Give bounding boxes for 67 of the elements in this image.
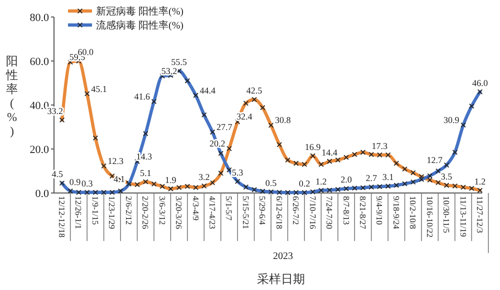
data-label: 30.8 — [275, 115, 292, 126]
data-label: 5.1 — [140, 168, 152, 178]
data-label: 0.2 — [298, 178, 310, 189]
data-label: 55.5 — [171, 56, 188, 67]
data-label: 2.7 — [366, 173, 378, 184]
x-tick-label: 11/27-12/3 — [475, 196, 486, 233]
data-label: 30.9 — [444, 115, 460, 126]
x-tick-label: 10/16-10/22 — [424, 196, 435, 238]
x-tick-label: 1/23-1/29 — [107, 196, 118, 230]
data-label: 0.5 — [265, 178, 278, 188]
data-label: 16.9 — [304, 142, 322, 152]
x-tick-label: 8/7-8/13 — [341, 196, 352, 225]
data-label: 60.0 — [78, 47, 94, 57]
x-tick-label: 10/30-11/5 — [442, 196, 452, 233]
x-tick-label: 1/9-1/15 — [90, 196, 100, 225]
data-label: 4.1 — [114, 174, 125, 184]
x-tick-label: 12/12-12/18 — [57, 196, 68, 238]
data-label: 3.2 — [198, 172, 210, 182]
y-tick-label: 0.0 — [35, 188, 50, 200]
x-tick-label: 5/1-5/7 — [224, 196, 234, 221]
x-tick-label: 4/17-4/23 — [208, 196, 218, 230]
data-label: 14.4 — [322, 147, 338, 158]
x-tick-label: 7/24-7/30 — [324, 196, 335, 230]
x-tick-label: 7/10-7/16 — [308, 196, 318, 230]
data-label: 3.5 — [440, 171, 453, 182]
x-tick-label: 9/4-9/10 — [374, 196, 385, 225]
data-label: 17.3 — [372, 140, 388, 151]
data-label: 0.3 — [81, 178, 94, 188]
data-label: 12.7 — [426, 155, 444, 166]
x-tick-label: 8/21-8/27 — [358, 196, 368, 230]
y-tick-label: 80.0 — [30, 12, 50, 24]
x-tick-label: 9/18-9/24 — [391, 196, 402, 230]
x-tick-label: 4/3-4/9 — [190, 196, 201, 221]
data-label: 41.6 — [134, 91, 150, 102]
x-tick-label: 6/12-6/18 — [274, 196, 284, 230]
x-tick-label: 3/6-3/12 — [157, 196, 168, 225]
x-tick-label: 3/20-3/26 — [174, 196, 184, 230]
x-tick-label: 10/2-10/8 — [408, 196, 418, 230]
data-label: 46.0 — [472, 78, 488, 88]
x-tick-label: 5/29-6/4 — [258, 196, 268, 226]
legend-label: 新冠病毒 阳性率(%) — [96, 6, 184, 18]
y-tick-label: 40.0 — [30, 100, 50, 112]
data-label: 1.2 — [474, 176, 486, 186]
data-label: 2.0 — [340, 174, 352, 185]
y-axis-title: 阳性率(%) — [5, 54, 18, 138]
data-label: 1.9 — [165, 174, 177, 185]
data-label: 45.1 — [91, 84, 107, 94]
x-tick-label: 2/20-2/26 — [140, 196, 151, 230]
legend-label: 流感病毒 阳性率(%) — [96, 20, 184, 32]
y-tick-label: 60.0 — [30, 56, 50, 68]
data-label: 0.9 — [69, 177, 82, 188]
x-axis-title: 采样日期 — [257, 272, 305, 286]
x-tick-label: 2/6-2/12 — [124, 196, 134, 225]
data-label: 42.5 — [246, 86, 263, 96]
data-label: 53.2 — [161, 66, 178, 76]
data-label: 3.1 — [382, 172, 394, 182]
data-label: 12.3 — [108, 156, 124, 166]
text: 2023 — [273, 251, 293, 262]
data-label: 1.2 — [316, 176, 327, 186]
y-tick-label: 20.0 — [30, 144, 50, 156]
x-tick-label: 11/13-11/19 — [458, 196, 468, 237]
x-tick-label: 12/26-1/1 — [74, 196, 84, 230]
data-label: 27.7 — [216, 122, 233, 132]
data-label: 5.3 — [232, 167, 244, 178]
data-label: 44.4 — [200, 85, 216, 96]
x-tick-label: 6/26-7/2 — [291, 196, 302, 225]
x-tick-label: 5/15-5/21 — [240, 196, 251, 230]
